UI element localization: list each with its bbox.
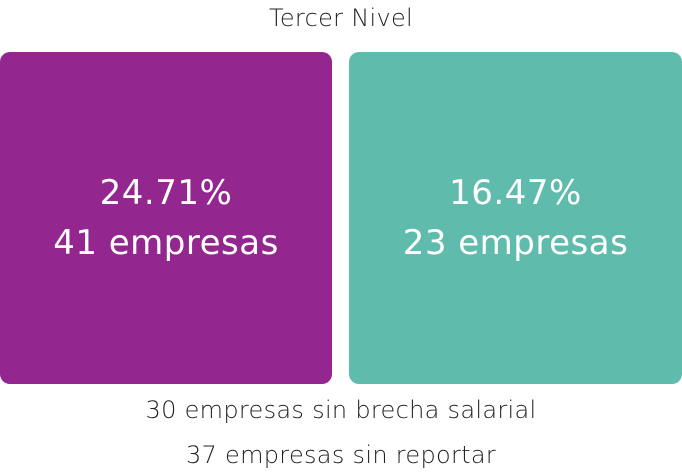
not-reported-note: 37 empresas sin reportar (185, 441, 497, 469)
stat-card-purple: 24.71% 41 empresas (0, 52, 332, 384)
page-title: Tercer Nivel (268, 4, 413, 32)
stat-percentage: 24.71% (99, 173, 233, 213)
stat-company-count: 41 empresas (53, 223, 279, 263)
no-gap-note: 30 empresas sin brecha salarial (145, 396, 537, 424)
stat-company-count: 23 empresas (402, 223, 629, 263)
stat-card-teal: 16.47% 23 empresas (349, 52, 682, 384)
stat-percentage: 16.47% (449, 173, 582, 213)
